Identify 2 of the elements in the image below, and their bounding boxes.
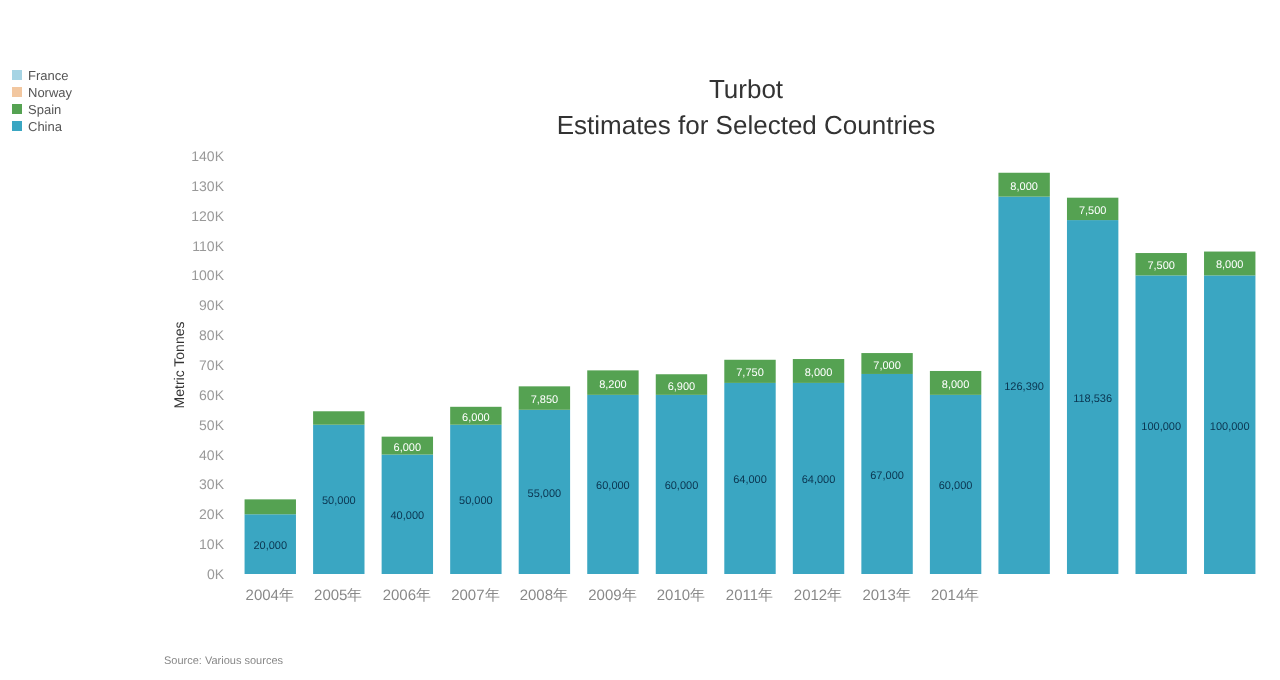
chart-subtitle: Estimates for Selected Countries [556,110,937,140]
chart-title: Turbot [708,74,784,104]
